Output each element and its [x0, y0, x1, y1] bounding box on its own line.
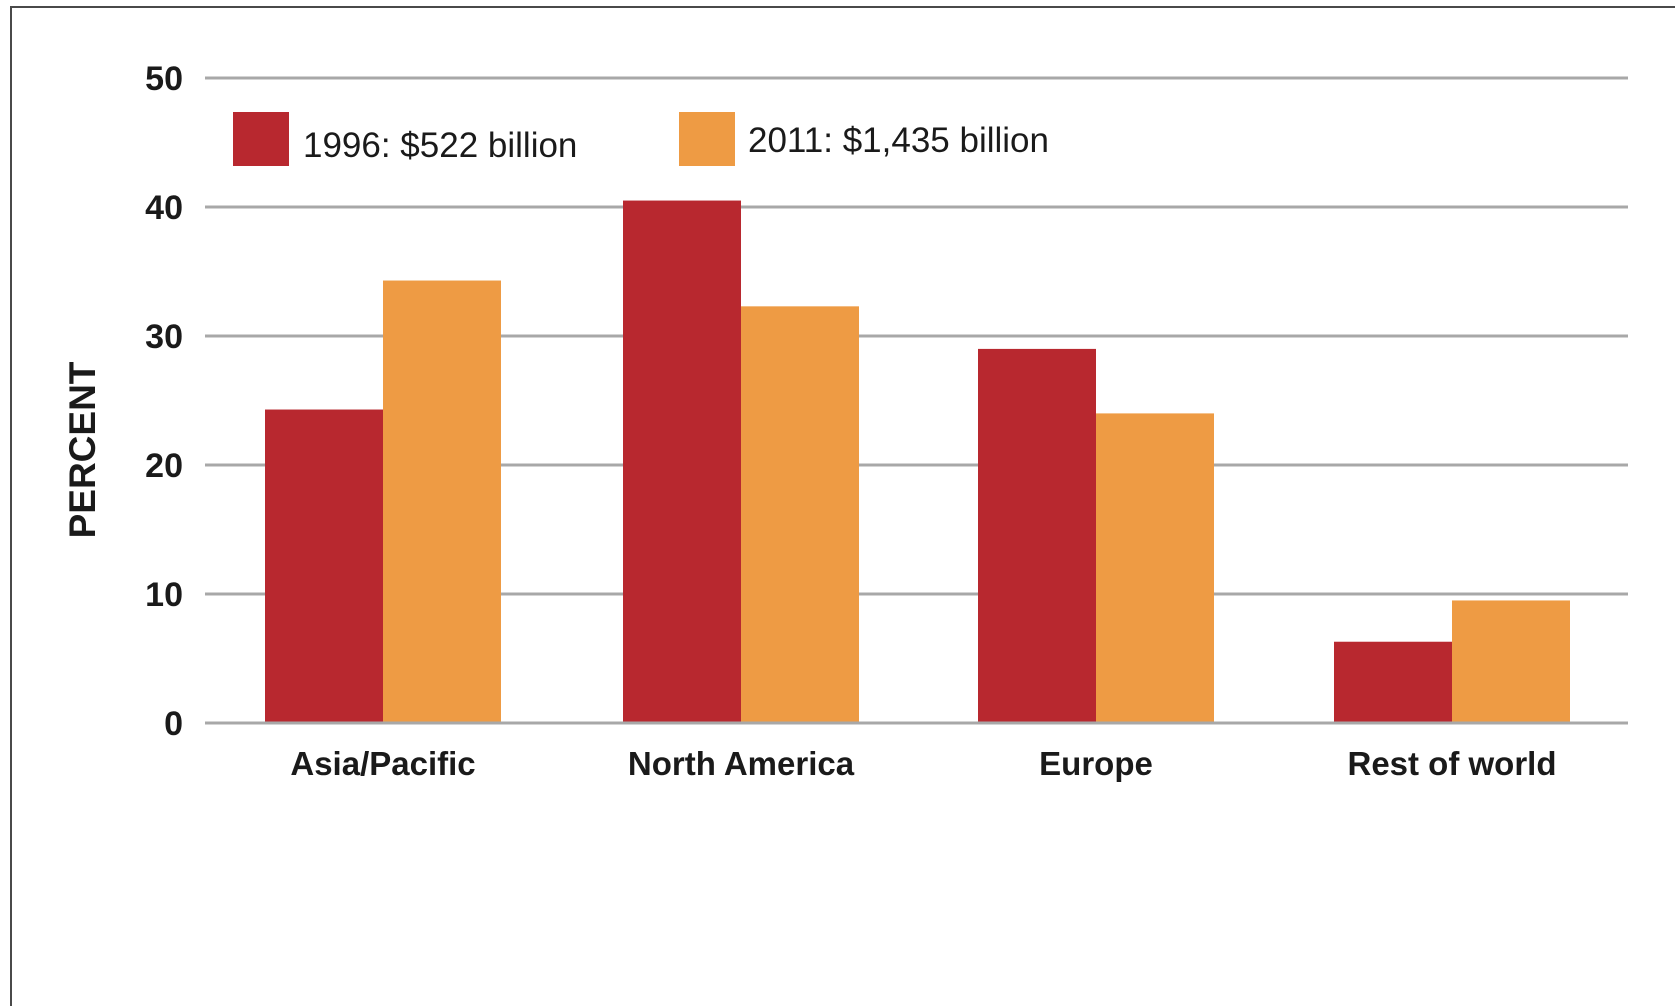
x-tick-label: Asia/Pacific [290, 745, 475, 782]
y-tick-label: 30 [145, 318, 183, 356]
bar-series1 [265, 409, 383, 723]
legend-label: 2011: $1,435 billion [748, 121, 1049, 160]
y-tick-label: 0 [164, 705, 183, 743]
bar-series1 [978, 348, 1096, 723]
chart-frame [10, 6, 1675, 1006]
x-tick-label: North America [628, 745, 855, 782]
x-tick-label: Rest of world [1347, 745, 1556, 782]
y-axis-title: PERCENT [62, 361, 103, 538]
bar-series1 [623, 200, 741, 724]
bar-series2 [741, 306, 859, 723]
bars [265, 200, 1570, 724]
bar-chart: 0 10 20 30 40 50 Asia/Pacific North America Euro… [62, 60, 1628, 782]
y-tick-label: 40 [145, 189, 183, 227]
y-tick-label: 50 [145, 60, 183, 98]
legend-swatch [679, 112, 735, 166]
bar-series2 [1452, 600, 1570, 723]
legend-label: 1996: $522 billion [303, 126, 577, 165]
bar-series2 [1096, 413, 1214, 723]
y-tick-label: 10 [145, 576, 183, 614]
x-tick-label: Europe [1039, 745, 1153, 782]
y-tick-label: 20 [145, 447, 183, 485]
legend: 1996: $522 billion 2011: $1,435 billion [233, 112, 1049, 166]
axes: 0 10 20 30 40 50 Asia/Pacific North America Euro… [145, 60, 1628, 782]
bar-series2 [383, 280, 501, 723]
legend-swatch [233, 112, 289, 166]
bar-series1 [1334, 641, 1452, 723]
